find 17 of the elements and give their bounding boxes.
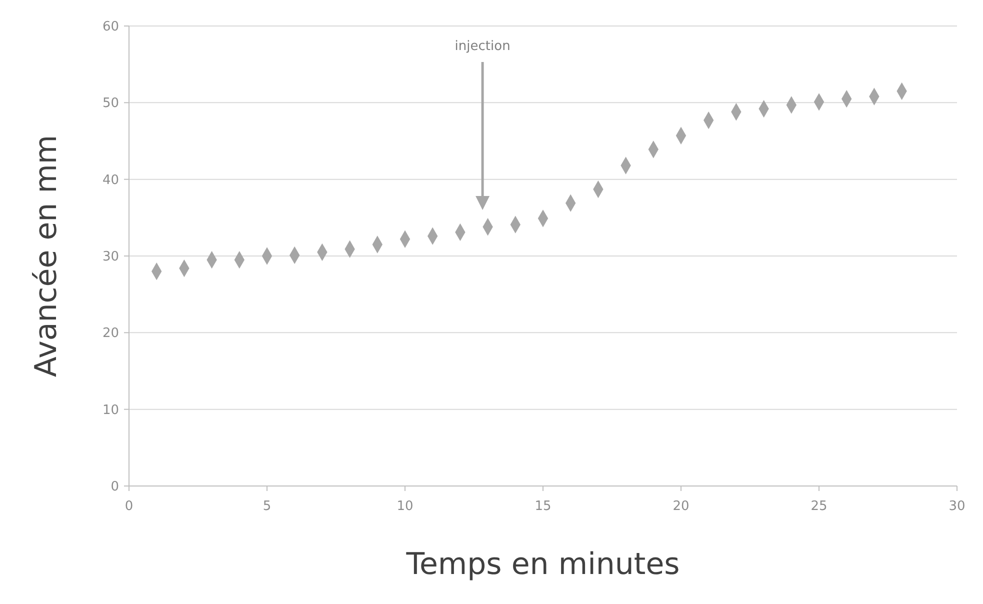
x-tick-label: 20 <box>672 499 690 514</box>
y-tick-label: 40 <box>102 172 119 188</box>
y-tick-label: 10 <box>102 402 119 418</box>
x-tick-label: 0 <box>124 499 134 514</box>
y-tick-label: 30 <box>102 250 119 265</box>
x-tick-label: 25 <box>810 499 828 514</box>
x-axis-title: Temps en minutes <box>405 547 680 582</box>
y-tick-label: 0 <box>110 480 119 495</box>
y-tick-label: 20 <box>102 326 119 342</box>
x-tick-label: 5 <box>262 499 272 514</box>
y-tick-label: 60 <box>102 20 119 35</box>
annotation: injection <box>454 39 510 54</box>
y-tick-label: 50 <box>102 96 119 112</box>
x-tick-label: 15 <box>534 499 552 514</box>
y-axis-title: Avancée en mm <box>29 134 64 378</box>
x-tick-label: 30 <box>948 499 966 514</box>
x-tick-label: 10 <box>396 499 414 514</box>
